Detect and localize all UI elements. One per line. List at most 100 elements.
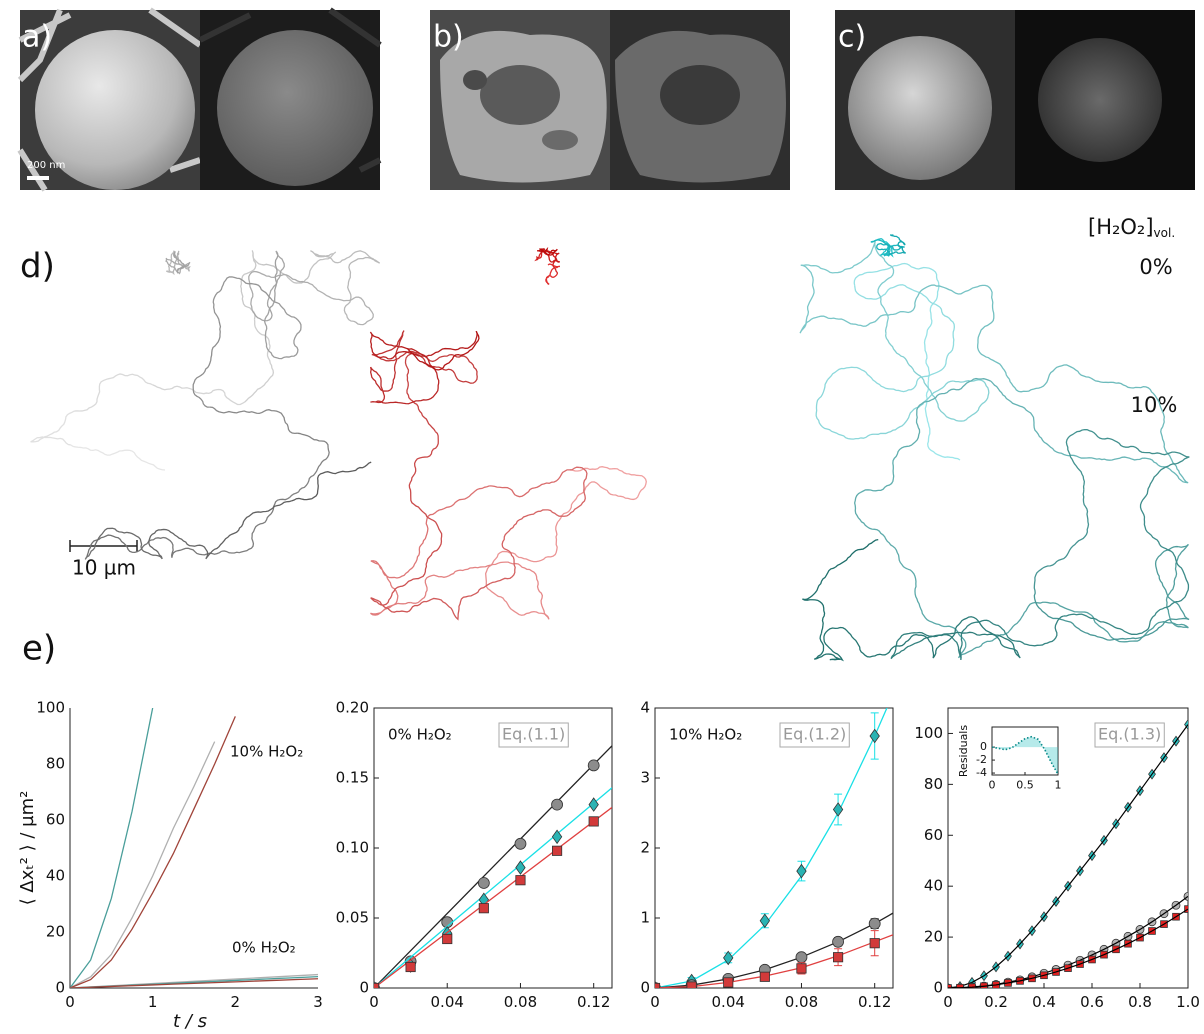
marker	[833, 953, 842, 962]
marker	[870, 939, 879, 948]
trajectory	[802, 567, 835, 633]
trajectory	[1034, 568, 1090, 635]
trajectory	[836, 540, 879, 567]
trajectory	[71, 445, 165, 470]
trajectory	[1156, 547, 1189, 620]
marker	[369, 983, 378, 992]
trajectory-scale-label: 10 µm	[72, 556, 136, 580]
trajectory	[908, 569, 966, 642]
trajectory	[407, 331, 479, 370]
marker	[833, 936, 844, 947]
trajectory	[292, 462, 372, 501]
y-tick-label: 40	[46, 867, 65, 885]
marker	[515, 838, 526, 849]
trajectory	[310, 284, 373, 325]
y-tick-label: 0.20	[336, 699, 369, 717]
marker	[796, 952, 807, 963]
x-tick-label: 0.2	[984, 993, 1008, 1011]
x-tick-label: 3	[313, 993, 323, 1011]
trajectory	[816, 380, 870, 439]
annotation: 0% H₂O₂	[232, 939, 296, 957]
trajectory	[1141, 464, 1176, 545]
trajectory	[945, 380, 989, 421]
marker	[406, 962, 415, 971]
y-tick-label: 60	[924, 826, 943, 844]
trajectory	[886, 333, 945, 414]
marker	[869, 918, 880, 929]
marker	[760, 972, 769, 981]
trajectory	[245, 319, 274, 402]
trajectory	[1153, 545, 1189, 617]
x-tick-label: 0.04	[712, 993, 745, 1011]
figure: a) b) c) 200 nm d) e) [H₂O₂]vol. 0% 10% …	[0, 0, 1204, 1034]
y-tick-label: 20	[924, 928, 943, 946]
marker	[687, 982, 696, 991]
x-tick-label: 0.4	[1032, 993, 1056, 1011]
y-tick-label: 2	[640, 839, 650, 857]
marker	[724, 978, 733, 987]
equation: Eq.(1.1)	[502, 725, 565, 744]
y-tick-label: 4	[640, 699, 650, 717]
trajectory	[861, 427, 920, 492]
y-tick-label: 80	[924, 775, 943, 793]
trajectory	[978, 297, 1010, 379]
trajectory	[490, 515, 528, 583]
x-tick-label: 0.5	[1016, 778, 1034, 791]
concentration-subscript: vol.	[1154, 226, 1176, 240]
panel-label: c)	[838, 20, 866, 55]
equation: Eq.(1.2)	[783, 725, 846, 744]
inset-y-label: Residuals	[957, 725, 970, 777]
annotation: 10% H₂O₂	[669, 726, 742, 744]
trajectory	[411, 565, 491, 603]
x-tick-label: 0	[369, 993, 379, 1011]
trajectory	[1009, 365, 1091, 392]
trajectory	[1064, 614, 1153, 634]
x-axis-label: t / s	[173, 1011, 207, 1032]
y-tick-label: 0.05	[336, 909, 369, 927]
concentration-level: 10%	[1131, 393, 1178, 417]
trajectory	[1110, 439, 1189, 464]
y-tick-label: 80	[46, 755, 65, 773]
trajectory	[409, 432, 438, 513]
x-tick-label: 0.8	[1128, 993, 1152, 1011]
sem-scale-label: 200 nm	[27, 160, 65, 171]
x-tick-label: 0	[65, 993, 75, 1011]
trajectory	[381, 355, 439, 404]
trajectory	[147, 538, 221, 558]
marker	[443, 934, 452, 943]
trajectory	[405, 353, 435, 432]
marker	[552, 799, 563, 810]
panel-label: b)	[433, 20, 464, 55]
y-tick-label: 3	[640, 769, 650, 787]
plot-area	[374, 708, 612, 988]
trajectory	[925, 282, 939, 381]
trajectory	[489, 467, 579, 496]
trajectory	[819, 308, 915, 326]
trajectory	[210, 407, 297, 433]
y-tick-label: 60	[46, 811, 65, 829]
sem-image-b	[430, 10, 790, 190]
trajectory	[1166, 544, 1188, 625]
trajectory	[209, 501, 292, 555]
marker	[650, 983, 659, 992]
y-tick-label: 0.15	[336, 769, 369, 787]
y-tick-label: 1	[640, 909, 650, 927]
trajectory	[828, 367, 917, 391]
sem-image-c	[835, 10, 1195, 190]
equation: Eq.(1.3)	[1098, 725, 1161, 744]
trajectory	[887, 635, 953, 658]
y-tick-label: -2	[976, 753, 987, 766]
trajectory	[310, 251, 377, 263]
x-tick-label: 0	[650, 993, 660, 1011]
trajectory	[991, 381, 1059, 453]
marker	[588, 760, 599, 771]
trajectory	[855, 285, 940, 307]
x-tick-label: 1	[1055, 778, 1062, 791]
panel-label: e)	[22, 629, 56, 669]
panel-label: d)	[20, 247, 55, 287]
y-tick-label: 20	[46, 923, 65, 941]
trajectory	[546, 264, 560, 284]
trajectory	[31, 411, 75, 445]
trajectory	[824, 627, 887, 656]
annotation: 0% H₂O₂	[388, 726, 452, 744]
